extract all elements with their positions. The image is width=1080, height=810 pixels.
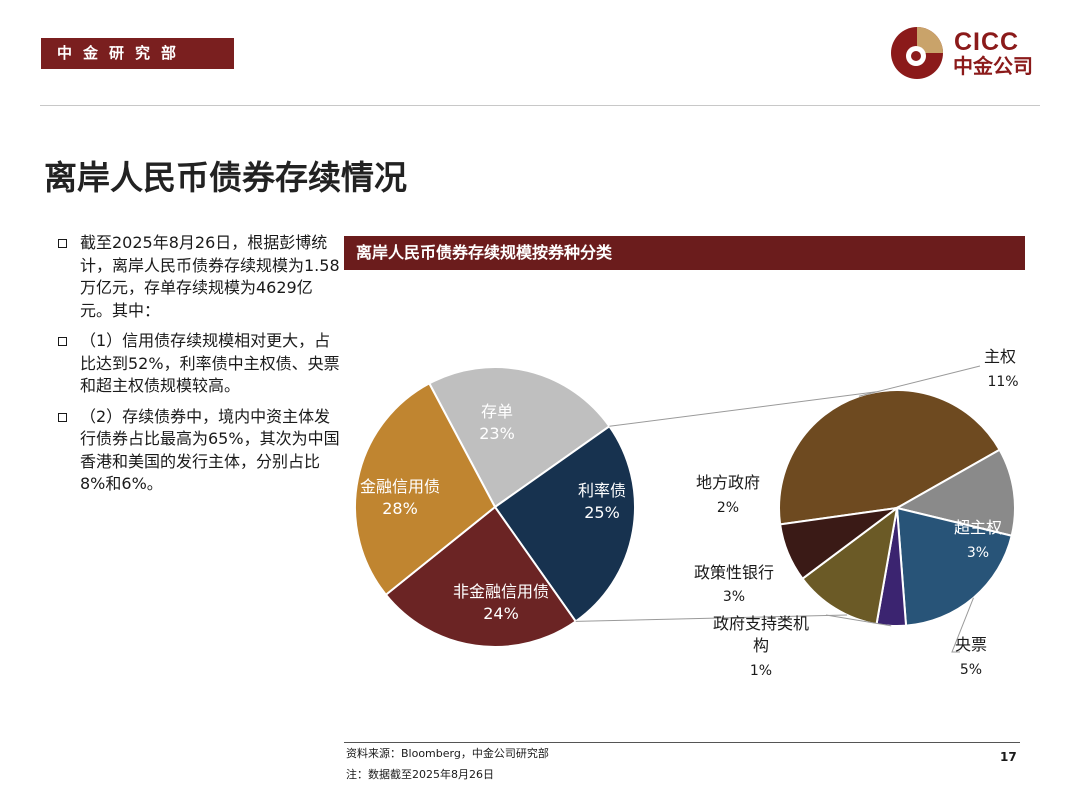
- slice-label: 主权: [984, 347, 1016, 366]
- connector-line: [609, 391, 877, 427]
- breakout-pie-slice-e59cb0e696b9e694bfe5ba9c: [779, 507, 898, 581]
- bullet-text: （1）信用债存续规模相对更大，占比达到52%，利率债中主权债、央票和超主权债规模…: [80, 331, 340, 395]
- cicc-logo: CICC 中金公司: [890, 26, 1050, 82]
- slice-label: 地方政府: [696, 473, 760, 492]
- bullet-square-icon: [58, 337, 67, 346]
- slice-label: 央票: [955, 635, 987, 654]
- bullet-text: （2）存续债券中，境内中资主体发行债券占比最高为65%，其次为中国香港和美国的发…: [80, 406, 340, 494]
- leader-line: [951, 597, 974, 653]
- slice-value-label: 25%: [584, 503, 620, 522]
- slice-label: 1%: [750, 663, 772, 679]
- summary-bullets: 截至2025年8月26日，根据彭博统计，离岸人民币债券存续规模为1.58万亿元，…: [58, 232, 343, 504]
- bullet-text: 截至2025年8月26日，根据彭博统计，离岸人民币债券存续规模为1.58万亿元，…: [80, 233, 340, 320]
- main-pie-slice-e99d9ee98791e89e8de4bfa1: [384, 505, 578, 648]
- breakout-pie-slice-e694bfe7ad96e680a7e993b6: [801, 505, 899, 626]
- slice-label: 金融信用债: [360, 477, 440, 496]
- slice-label: 3%: [723, 589, 745, 605]
- slice-value-label: 24%: [483, 604, 519, 623]
- slice-label: 2%: [717, 500, 739, 516]
- bullet-item: （2）存续债券中，境内中资主体发行债券占比最高为65%，其次为中国香港和美国的发…: [58, 406, 343, 496]
- breakout-pie-slice-e5a4aee7a5a8: [895, 506, 1013, 627]
- slice-label: 存单: [481, 402, 513, 421]
- department-tag: 中金研究部: [41, 38, 234, 69]
- slice-label: 非金融信用债: [453, 582, 549, 601]
- page-number: 17: [1000, 750, 1017, 764]
- chart-banner: 离岸人民币债券存续规模按券种分类: [344, 236, 1025, 270]
- slice-label: 政府支持类机: [713, 614, 809, 633]
- footnote: 注：数据截至2025年8月26日: [346, 768, 494, 781]
- page-title: 离岸人民币债券存续情况: [44, 158, 407, 197]
- slice-label: 3%: [967, 545, 989, 561]
- slice-label: 超主权: [954, 518, 1002, 537]
- cicc-logo-icon: [891, 27, 943, 79]
- bullet-square-icon: [58, 239, 67, 248]
- header-divider: [40, 105, 1040, 106]
- bullet-square-icon: [58, 412, 67, 422]
- footer-divider: [344, 742, 1020, 743]
- connector-line: [575, 614, 848, 622]
- logo-text-cn: 中金公司: [953, 54, 1033, 78]
- logo-text-en: CICC: [954, 28, 1020, 56]
- slice-label: 政策性银行: [694, 563, 774, 582]
- bar-of-pie-chart: 存单 23% 利率债 25% 非金融信用债 24% 金融信用债 28% 主权 11% 超主权 3% 央票…: [354, 347, 1019, 679]
- slice-value-label: 23%: [479, 424, 515, 443]
- slice-value-label: 28%: [382, 499, 418, 518]
- leader-line: [858, 365, 981, 397]
- bullet-item: （1）信用债存续规模相对更大，占比达到52%，利率债中主权债、央票和超主权债规模…: [58, 330, 343, 398]
- main-pie-slice-e5ad98e58d95: [427, 366, 611, 509]
- main-pie-slice-e588a9e78e87e580ba: [493, 424, 636, 623]
- bullet-item: 截至2025年8月26日，根据彭博统计，离岸人民币债券存续规模为1.58万亿元，…: [58, 232, 343, 322]
- source-note: 资料来源：Bloomberg，中金公司研究部: [346, 747, 549, 760]
- main-pie-slice-e98791e89e8de4bfa1e794a8: [354, 382, 497, 597]
- slice-label: 利率债: [578, 481, 626, 500]
- slice-label: 11%: [987, 374, 1018, 390]
- slice-label: 构: [753, 636, 769, 655]
- leader-line: [825, 614, 892, 627]
- slice-label: 5%: [960, 662, 982, 678]
